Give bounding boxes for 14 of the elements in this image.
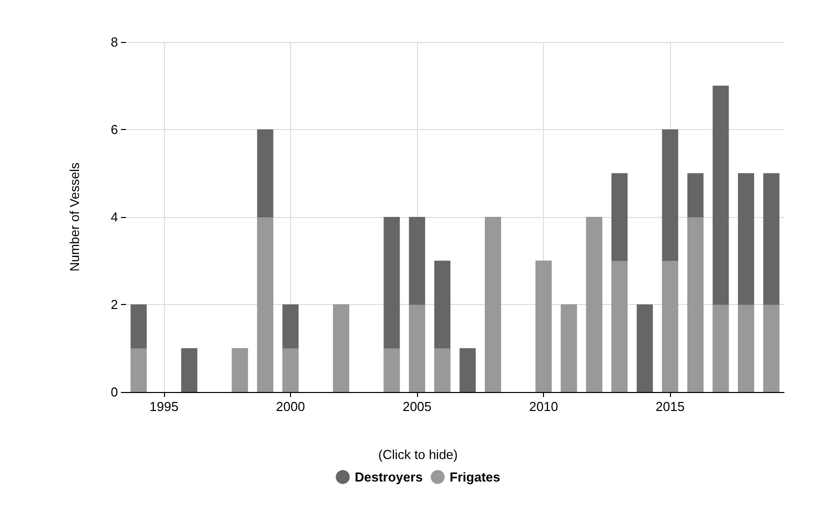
legend-title: (Click to hide) [378, 447, 458, 462]
y-tick-label: 8 [110, 34, 118, 50]
y-tick-label: 2 [110, 297, 118, 312]
x-tick-label: 2000 [276, 399, 305, 414]
y-tick-label: 0 [110, 384, 118, 400]
x-tick-label: 1995 [150, 399, 178, 414]
y-axis-title: Number of Vessels [67, 162, 82, 272]
legend-label: Frigates [450, 470, 500, 484]
y-tick-label: 4 [110, 210, 118, 224]
legend-label: Destroyers [354, 470, 423, 484]
x-tick-label: 2010 [529, 399, 558, 414]
y-tick-label: 6 [110, 122, 118, 137]
x-tick-label: 2005 [402, 399, 432, 414]
x-tick-label: 2015 [656, 399, 685, 414]
